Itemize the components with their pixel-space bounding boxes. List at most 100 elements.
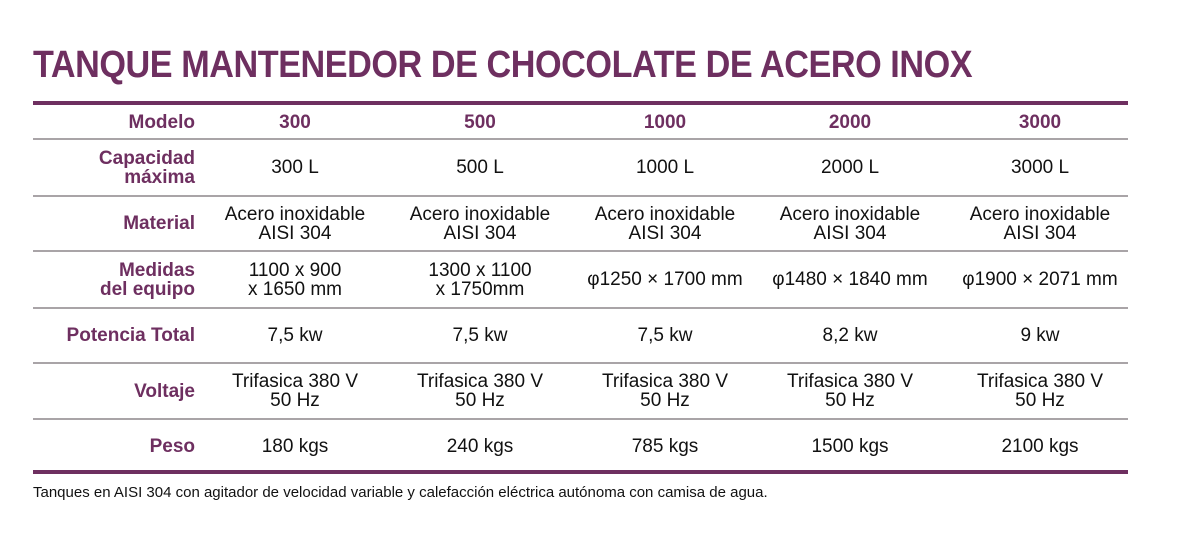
label-line: Capacidad — [98, 147, 195, 169]
label-line: Medidas — [118, 259, 195, 281]
row-divider — [33, 138, 1128, 140]
data-cell: 300 L — [202, 140, 388, 195]
data-cell: Trifasica 380 V 50 Hz — [572, 364, 758, 418]
row-divider — [33, 307, 1128, 309]
cell-line: AISI 304 — [628, 222, 702, 244]
row-divider — [33, 362, 1128, 364]
bottom-rule — [33, 470, 1128, 474]
data-cell: φ1900 × 2071 mm — [947, 252, 1133, 307]
data-cell: 500 L — [387, 140, 573, 195]
cell-line: Acero inoxidable — [779, 203, 921, 225]
label-line: Peso — [149, 435, 195, 457]
data-cell: Acero inoxidable AISI 304 — [947, 197, 1133, 250]
cell-line: AISI 304 — [258, 222, 332, 244]
row-label: Peso — [20, 420, 195, 472]
cell-line: 1000 L — [635, 157, 695, 178]
label-line: Potencia Total — [66, 325, 195, 346]
cell-line: 180 kgs — [261, 435, 329, 457]
label-line: máxima — [124, 166, 195, 188]
cell-line: Trifasica 380 V — [601, 371, 728, 392]
data-cell: 1300 x 1100 x 1750mm — [387, 252, 573, 307]
data-cell: 240 kgs — [387, 420, 573, 472]
data-cell: 2100 kgs — [947, 420, 1133, 472]
data-cell: Acero inoxidable AISI 304 — [387, 197, 573, 250]
header-cell: 500 — [464, 111, 496, 133]
label-line: Material — [123, 213, 195, 234]
cell-line: Trifasica 380 V — [416, 371, 543, 392]
cell-line: 50 Hz — [640, 390, 690, 411]
data-cell: 785 kgs — [572, 420, 758, 472]
data-cell: 8,2 kw — [757, 309, 943, 362]
cell-line: Trifasica 380 V — [786, 371, 913, 392]
header-cell: 300 — [279, 111, 311, 133]
data-cell: 2000 L — [757, 140, 943, 195]
header-cell: 2000 — [828, 111, 872, 133]
data-cell: 9 kw — [947, 309, 1133, 362]
label-line: Voltaje — [134, 380, 195, 402]
data-cell: 1000 L — [572, 140, 758, 195]
title: TANQUE MANTENEDOR DE CHOCOLATE DE ACERO … — [33, 44, 973, 86]
cell-line: φ1480 × 1840 mm — [772, 269, 928, 290]
row-divider — [33, 195, 1128, 197]
row-label: Voltaje — [20, 364, 195, 418]
cell-line: 500 L — [456, 157, 504, 178]
row-label: Capacidad máxima — [20, 140, 195, 195]
data-cell: Trifasica 380 V 50 Hz — [387, 364, 573, 418]
cell-line: φ1250 × 1700 mm — [587, 269, 743, 290]
data-cell: φ1250 × 1700 mm — [572, 252, 758, 307]
data-cell: Trifasica 380 V 50 Hz — [947, 364, 1133, 418]
cell-line: 50 Hz — [270, 390, 320, 411]
cell-line: 7,5 kw — [452, 325, 508, 346]
cell-line: 9 kw — [1020, 325, 1060, 346]
data-cell: 7,5 kw — [387, 309, 573, 362]
row-label: Material — [20, 197, 195, 250]
cell-line: 50 Hz — [455, 390, 505, 411]
row-label: Medidas del equipo — [20, 252, 195, 307]
header-label: Modelo — [128, 111, 196, 133]
cell-line: 2100 kgs — [1001, 435, 1079, 457]
cell-line: AISI 304 — [813, 222, 887, 244]
data-cell: 180 kgs — [202, 420, 388, 472]
data-cell: 1500 kgs — [757, 420, 943, 472]
label-line: del equipo — [100, 278, 195, 300]
header-cell: 1000 — [643, 111, 687, 133]
cell-line: Trifasica 380 V — [976, 371, 1103, 392]
cell-line: 50 Hz — [825, 390, 875, 411]
data-cell: 7,5 kw — [202, 309, 388, 362]
cell-line: 300 L — [271, 157, 319, 178]
cell-line: 7,5 kw — [637, 325, 693, 346]
cell-line: 2000 L — [820, 157, 880, 178]
footnote: Tanques en AISI 304 con agitador de velo… — [33, 484, 768, 501]
data-cell: Trifasica 380 V 50 Hz — [757, 364, 943, 418]
cell-line: 1500 kgs — [811, 435, 889, 457]
row-divider — [33, 250, 1128, 252]
row-divider — [33, 418, 1128, 420]
cell-line: Acero inoxidable — [409, 203, 551, 225]
cell-line: 3000 L — [1010, 157, 1070, 178]
data-cell: Acero inoxidable AISI 304 — [572, 197, 758, 250]
cell-line: AISI 304 — [1003, 222, 1077, 244]
cell-line: Trifasica 380 V — [231, 371, 358, 392]
cell-line: 7,5 kw — [267, 325, 323, 346]
cell-line: 1100 x 900 — [248, 259, 342, 281]
cell-line: 1300 x 1100 — [428, 259, 532, 281]
data-cell: 3000 L — [947, 140, 1133, 195]
data-cell: 7,5 kw — [572, 309, 758, 362]
cell-line: x 1650 mm — [248, 278, 342, 300]
data-cell: Acero inoxidable AISI 304 — [757, 197, 943, 250]
cell-line: 240 kgs — [446, 435, 514, 457]
cell-line: Acero inoxidable — [969, 203, 1111, 225]
cell-line: φ1900 × 2071 mm — [962, 269, 1118, 290]
cell-line: 50 Hz — [1015, 390, 1065, 411]
top-rule — [33, 101, 1128, 105]
cell-line: x 1750mm — [435, 278, 525, 300]
row-label: Potencia Total — [20, 309, 195, 362]
header-cell: 3000 — [1018, 111, 1062, 133]
data-cell: φ1480 × 1840 mm — [757, 252, 943, 307]
cell-line: 785 kgs — [631, 435, 699, 457]
cell-line: AISI 304 — [443, 222, 517, 244]
cell-line: 8,2 kw — [822, 325, 878, 346]
data-cell: Trifasica 380 V 50 Hz — [202, 364, 388, 418]
data-cell: Acero inoxidable AISI 304 — [202, 197, 388, 250]
